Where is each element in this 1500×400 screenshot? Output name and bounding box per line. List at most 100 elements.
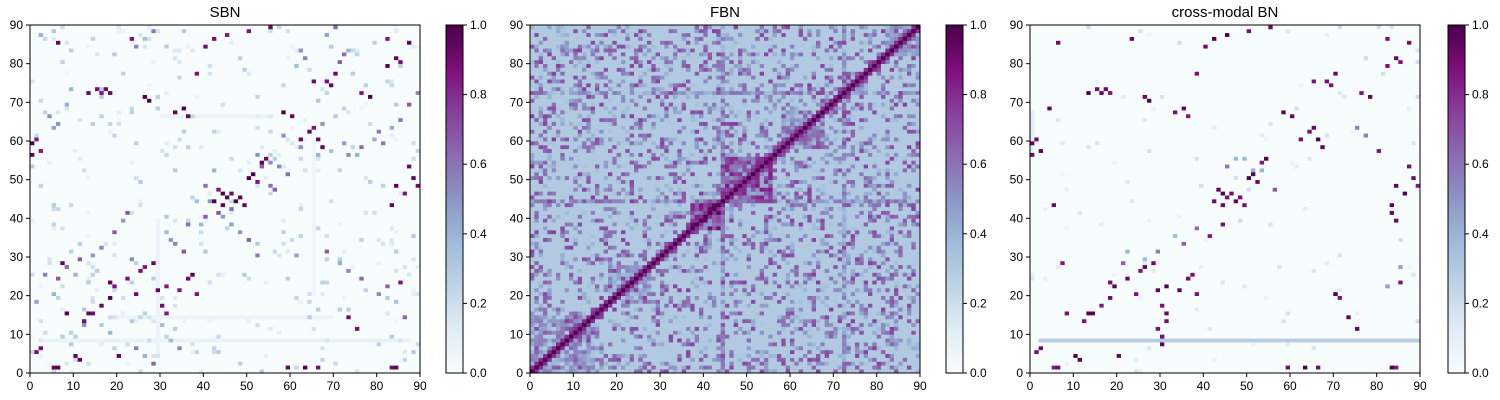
heatmap-cell	[255, 315, 261, 320]
heatmap-cell	[303, 249, 308, 254]
heatmap-cell	[134, 191, 139, 196]
heatmap-cell	[64, 303, 70, 308]
heatmap-cell	[298, 257, 304, 262]
heatmap-cell	[60, 179, 66, 184]
heatmap-cell	[186, 257, 191, 262]
heatmap-cell	[264, 315, 269, 320]
heatmap-cell	[407, 191, 412, 196]
heatmap-cell	[268, 369, 274, 374]
heatmap-cell	[385, 206, 391, 211]
heatmap-cell	[164, 183, 170, 188]
heatmap-cell	[134, 330, 139, 335]
heatmap-cell	[60, 218, 66, 223]
heatmap-cell	[363, 249, 369, 254]
heatmap-cell	[181, 287, 187, 293]
heatmap-cell	[264, 369, 269, 374]
heatmap-cell	[272, 237, 278, 242]
heatmap-cell	[229, 237, 235, 242]
heatmap-cell	[203, 307, 209, 312]
heatmap-cell	[415, 160, 421, 165]
heatmap-cell	[233, 195, 239, 200]
heatmap-cell	[407, 330, 412, 335]
heatmap-cell	[90, 284, 96, 289]
heatmap-cell	[294, 214, 300, 219]
heatmap-cell	[95, 187, 100, 192]
heatmap-cell	[294, 210, 300, 215]
heatmap-cell	[168, 318, 174, 324]
heatmap-cell	[259, 330, 265, 335]
heatmap-cell	[346, 245, 352, 250]
heatmap-cell	[337, 318, 343, 324]
heatmap-cell	[125, 311, 131, 316]
heatmap-cell	[368, 202, 373, 208]
heatmap-cell	[203, 218, 209, 223]
heatmap-cell	[194, 187, 200, 192]
heatmap-cell	[86, 168, 92, 173]
heatmap-cell	[64, 237, 70, 242]
heatmap-cell	[259, 280, 265, 285]
heatmap-cell	[103, 179, 109, 184]
heatmap-cell	[246, 326, 252, 331]
heatmap-cell	[56, 338, 61, 343]
heatmap-cell	[168, 342, 174, 347]
heatmap-cell	[60, 233, 66, 239]
heatmap-cell	[77, 257, 83, 262]
heatmap-cell	[160, 218, 165, 223]
heatmap-cell	[381, 206, 386, 211]
heatmap-cell	[320, 264, 326, 269]
heatmap-cell	[64, 299, 70, 304]
heatmap-cell	[203, 214, 209, 219]
heatmap-cell	[324, 187, 330, 192]
heatmap-cell	[112, 179, 118, 184]
heatmap-cell	[164, 357, 170, 362]
heatmap-cell	[320, 268, 326, 273]
heatmap-cell	[194, 322, 200, 327]
heatmap-cell	[34, 195, 40, 200]
heatmap-cell	[121, 353, 126, 358]
heatmap-cell	[238, 233, 243, 239]
heatmap-cell	[398, 183, 404, 188]
heatmap-cell	[415, 369, 421, 374]
heatmap-cell	[203, 303, 209, 308]
heatmap-cell	[181, 214, 187, 219]
heatmap-cell	[186, 284, 191, 289]
heatmap-cell	[242, 249, 248, 254]
heatmap-cell	[69, 260, 74, 266]
heatmap-cell	[112, 311, 118, 316]
heatmap-cell	[151, 171, 157, 177]
heatmap-cell	[415, 272, 421, 277]
heatmap-cell	[168, 361, 174, 366]
heatmap-cell	[151, 291, 157, 297]
heatmap-cell	[194, 268, 200, 273]
heatmap-cell	[60, 237, 66, 242]
heatmap-cell	[125, 195, 131, 200]
heatmap-cell	[415, 164, 421, 169]
heatmap-cell	[246, 353, 252, 358]
heatmap-cell	[272, 291, 278, 297]
heatmap-cell	[329, 268, 334, 273]
heatmap-cell	[290, 330, 295, 335]
heatmap-cell	[342, 260, 347, 266]
heatmap-cell	[411, 291, 417, 297]
heatmap-cell	[346, 287, 352, 293]
heatmap-cell	[47, 260, 53, 266]
heatmap-cell	[99, 295, 105, 300]
heatmap-cell	[47, 291, 53, 297]
heatmap-cell	[34, 260, 40, 266]
heatmap-cell	[329, 257, 334, 262]
heatmap-cell	[216, 214, 222, 219]
heatmap-cell	[177, 291, 183, 297]
heatmap-cell	[99, 311, 105, 316]
heatmap-cell	[372, 326, 378, 331]
heatmap-cell	[112, 280, 118, 285]
heatmap-cell	[277, 311, 282, 316]
heatmap-cell	[108, 307, 113, 312]
heatmap-cell	[220, 257, 226, 262]
heatmap-cell	[194, 168, 200, 173]
heatmap-cell	[359, 160, 365, 165]
heatmap-cell	[212, 191, 217, 196]
heatmap-cell	[73, 222, 79, 227]
heatmap-cell	[394, 295, 399, 300]
heatmap-cell	[73, 272, 79, 277]
heatmap-cell	[38, 218, 44, 223]
